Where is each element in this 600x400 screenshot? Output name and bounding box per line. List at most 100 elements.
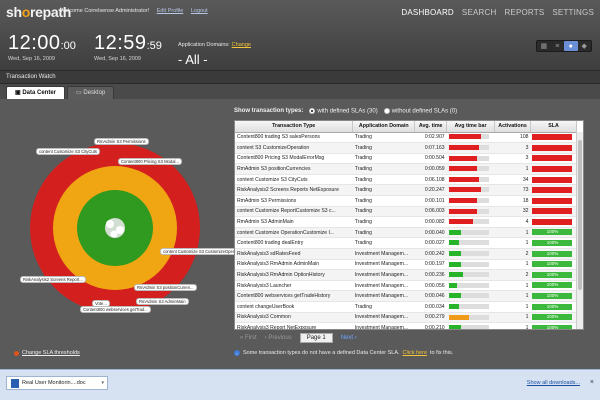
chart-label[interactable]: content Customize S3 CityCuts bbox=[36, 148, 100, 155]
logout-link[interactable]: Logout bbox=[190, 8, 208, 14]
table-row[interactable]: Content800 Pricing S3 ModalErrorMsg Tradi… bbox=[235, 153, 577, 165]
domain-change-link[interactable]: Change bbox=[231, 42, 251, 48]
table-row[interactable]: RmAdmin S3 AdminMain Trading 0:00.082 4 bbox=[235, 216, 577, 228]
table-row[interactable]: RiskAnalysis3 RmAdmin AdminMain Investmen… bbox=[235, 259, 577, 271]
col-transaction-type[interactable]: Transaction Type bbox=[235, 121, 354, 133]
table-row[interactable]: Content800 trading dealEntry Trading 0:00.… bbox=[235, 237, 577, 250]
avg-time-bar bbox=[448, 155, 489, 161]
tab-data-center[interactable]: ▣ Data Center bbox=[6, 86, 66, 99]
nav-dashboard[interactable]: DASHBOARD bbox=[401, 8, 454, 17]
chart-label[interactable]: content Customize S3 CustomizeOperat... bbox=[160, 248, 245, 255]
cell-app-domain: Trading bbox=[352, 206, 415, 218]
cell-activations: 1 bbox=[494, 312, 531, 324]
cell-avg-time-bar bbox=[446, 227, 495, 239]
edit-profile-link[interactable]: Edit Profile bbox=[156, 8, 184, 14]
table-scrollbar[interactable] bbox=[576, 132, 583, 329]
info-icon: i bbox=[234, 350, 240, 356]
download-item[interactable]: Real User Monitorin....doc ▾ bbox=[6, 376, 108, 390]
close-icon[interactable]: × bbox=[589, 379, 594, 386]
col-activations[interactable]: Activations bbox=[494, 121, 531, 133]
table-row[interactable]: Content800 webservices getTradeHistory In… bbox=[235, 290, 577, 302]
word-doc-icon bbox=[11, 378, 19, 388]
cell-avg-time-bar bbox=[446, 237, 495, 250]
avg-time-bar bbox=[448, 134, 489, 140]
table-row[interactable]: RiskAnalysis3 Launcher Investment Managem… bbox=[235, 280, 577, 292]
cell-sla bbox=[530, 216, 577, 228]
tab-desktop[interactable]: ▭ Desktop bbox=[67, 86, 115, 99]
table-row[interactable]: RmAdmin S3 Permissions Trading 0:00.101 18 bbox=[235, 195, 577, 207]
table-body: Content800 trading S3 salesPersons Tradin… bbox=[235, 132, 577, 329]
cell-activations: 18 bbox=[494, 195, 531, 207]
scroll-thumb[interactable] bbox=[578, 140, 582, 290]
avg-time-bar bbox=[448, 250, 489, 256]
sla-badge bbox=[532, 144, 573, 151]
table-row[interactable]: RiskAnalysis3 sdRatesFeed Investment Mana… bbox=[235, 248, 577, 260]
caret-down-icon[interactable]: ▾ bbox=[101, 380, 104, 386]
chart-label[interactable]: RmAdmin S3 Permissions bbox=[94, 138, 149, 145]
table-row[interactable]: Content800 trading S3 salesPersons Tradin… bbox=[235, 132, 577, 144]
view-map-icon[interactable]: ◆ bbox=[581, 43, 587, 50]
col-sla[interactable]: SLA bbox=[530, 121, 578, 133]
center-point[interactable] bbox=[116, 226, 124, 234]
cell-transaction-type: content Customize S3 CityCuts bbox=[235, 174, 353, 186]
col-app-domain[interactable]: Application Domain bbox=[352, 121, 416, 133]
sla-badge bbox=[532, 187, 573, 194]
cell-avg-time-bar bbox=[446, 206, 495, 218]
table-row[interactable]: RiskAnalysis2 Screens Reports NetExposur… bbox=[235, 184, 577, 197]
nav-search[interactable]: SEARCH bbox=[461, 8, 497, 17]
chart-label[interactable]: RmAdmin S3 AdminMain bbox=[136, 298, 189, 305]
cell-app-domain: Trading bbox=[352, 227, 415, 239]
table-row[interactable]: content Customize S3 CityCuts Trading 0:06… bbox=[235, 174, 577, 186]
table-row[interactable]: RiskAnalysis3 RmAdmin OptionHistory Inves… bbox=[235, 269, 577, 281]
avg-time-bar bbox=[448, 229, 489, 235]
pager-page: Page 1 bbox=[299, 333, 333, 343]
pager-next[interactable]: Next › bbox=[340, 335, 357, 341]
nav-reports[interactable]: REPORTS bbox=[504, 8, 545, 17]
pager-first[interactable]: « First bbox=[240, 335, 257, 341]
cell-activations: 3 bbox=[494, 153, 531, 165]
center-point[interactable] bbox=[110, 230, 118, 238]
cell-transaction-type: RmAdmin S3 Permissions bbox=[235, 195, 353, 207]
cell-avg-time-bar bbox=[446, 195, 495, 207]
chart-label[interactable]: RiskAnalysis2 Screens Report... bbox=[20, 276, 86, 283]
col-avg-time-bar[interactable]: Avg time bar bbox=[446, 121, 496, 133]
cell-activations: 1 bbox=[494, 322, 531, 329]
nav-settings[interactable]: SETTINGS bbox=[552, 8, 594, 17]
table-row[interactable]: content Customize OperationCustomize I..… bbox=[235, 227, 577, 239]
chart-label[interactable]: Content800 Pricing S3 Modal... bbox=[118, 158, 182, 165]
col-avg-time[interactable]: Avg. time bbox=[414, 121, 448, 133]
table-row[interactable]: content changeUserBook Trading 0:00.034 1 10… bbox=[235, 301, 577, 313]
cell-avg-time-bar bbox=[446, 312, 495, 324]
center-point[interactable] bbox=[106, 220, 114, 228]
note-fix-link[interactable]: Click here bbox=[402, 350, 427, 356]
pager-previous[interactable]: ‹ Previous bbox=[264, 335, 292, 341]
cell-sla bbox=[530, 163, 577, 175]
chart-label[interactable]: Content800 webservices getTrad... bbox=[80, 306, 151, 313]
sla-badge: 100% bbox=[532, 271, 573, 278]
clock-start-date: Wed, Sep 16, 2009 bbox=[8, 56, 55, 62]
cell-avg-time-bar bbox=[446, 301, 495, 313]
note-end: to fix this. bbox=[430, 350, 454, 356]
avg-time-bar bbox=[448, 272, 489, 278]
cell-activations: 2 bbox=[494, 269, 531, 281]
table-row[interactable]: RiskAnalysis3 Report NetExposure Investme… bbox=[235, 322, 577, 329]
table-row[interactable]: content S3 CustomizeOperation Trading 0:07… bbox=[235, 142, 577, 154]
app-logo[interactable]: shorepath bbox=[6, 4, 72, 20]
view-list-icon[interactable]: ≡ bbox=[555, 42, 560, 50]
chart-label[interactable]: RmAdmin S3 positionCurren... bbox=[134, 284, 197, 291]
avg-time-bar bbox=[448, 282, 489, 288]
table-row[interactable]: RmAdmin S3 positionCurrencies Trading 0:00… bbox=[235, 163, 577, 175]
cell-avg-time: 0:00.027 bbox=[414, 237, 447, 250]
change-sla-link[interactable]: Change SLA thresholds bbox=[22, 350, 80, 356]
show-all-downloads-link[interactable]: Show all downloads... bbox=[526, 380, 580, 386]
table-row[interactable]: content Customize ReportCustomize S3 c..… bbox=[235, 206, 577, 218]
view-radar-icon[interactable]: ● bbox=[564, 41, 578, 51]
view-table-icon[interactable]: ▦ bbox=[540, 43, 548, 50]
monitor-icon: ▭ bbox=[76, 90, 84, 96]
table-row[interactable]: RiskAnalysis3 Common Investment Managem..… bbox=[235, 312, 577, 324]
sla-badge bbox=[532, 134, 573, 141]
sla-badge bbox=[532, 218, 573, 225]
cell-sla: 100% bbox=[530, 259, 577, 271]
radio-without-sla[interactable]: without defined SLAs (0) bbox=[383, 108, 457, 115]
radio-with-sla[interactable]: with defined SLAs (30) bbox=[309, 108, 378, 115]
